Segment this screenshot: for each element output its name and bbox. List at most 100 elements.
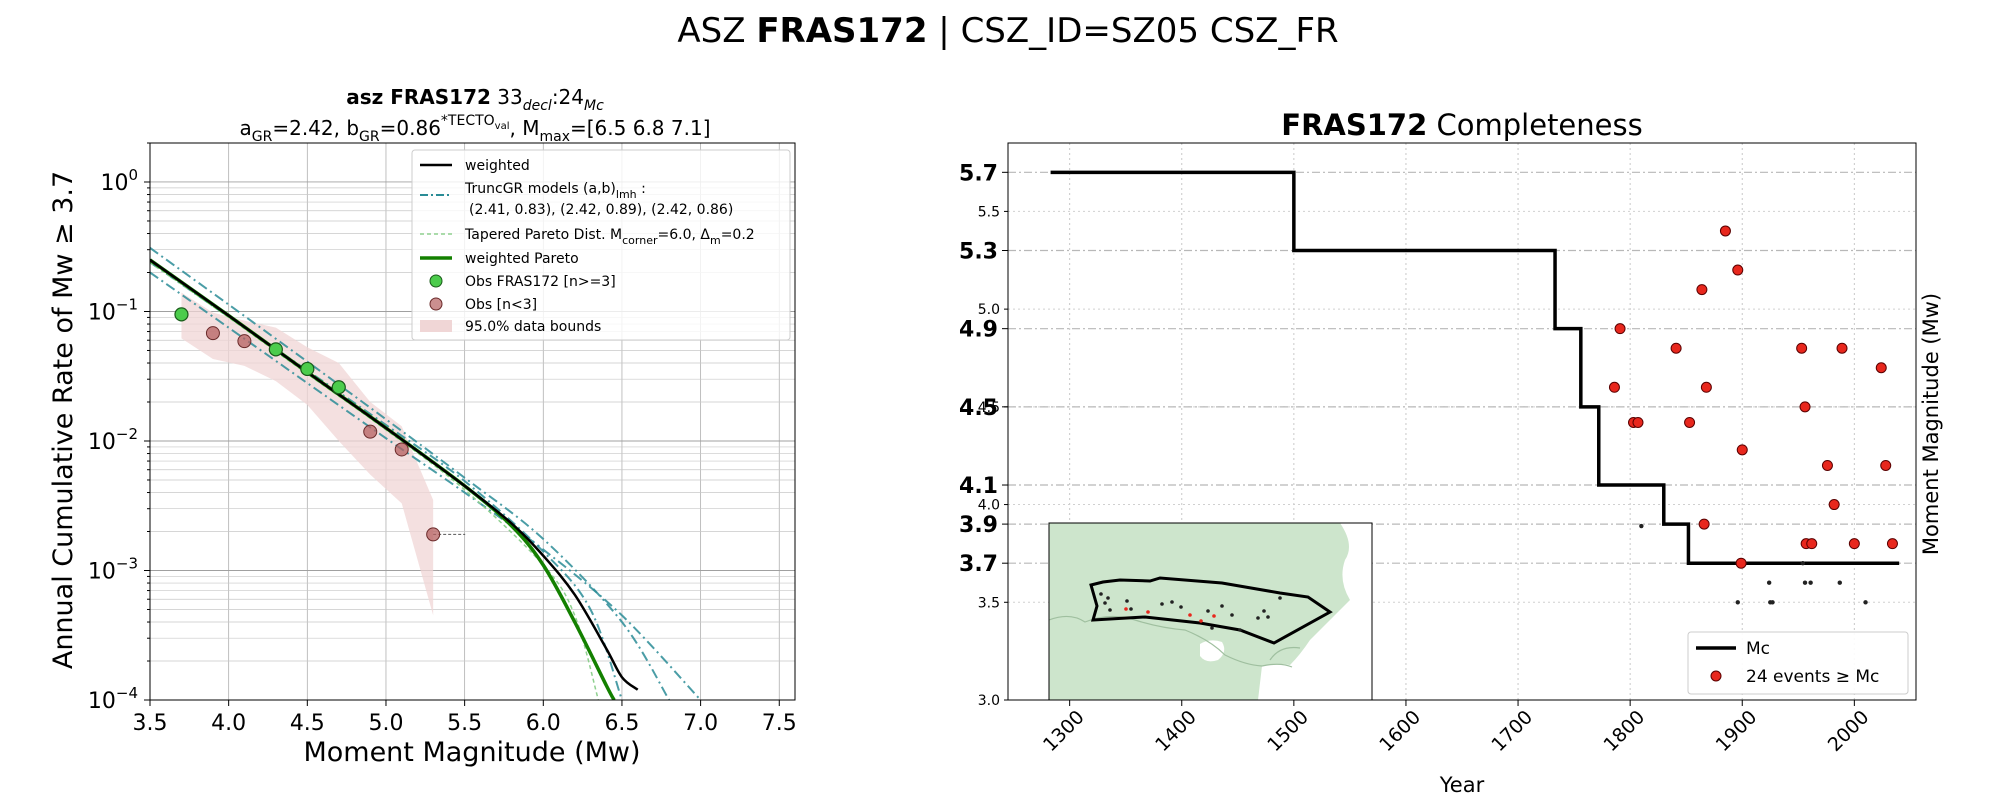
right-panel: FRAS172 Completeness 1300 1400 1500 1600 170… [959,108,1943,797]
left-x-axis-label: Moment Magnitude (Mw) [303,737,640,768]
event-below-mc [1808,580,1813,585]
left-title-line2: aGR=2.42, bGR=0.86*TECTOval, Mmax=[6.5 6… [240,113,711,145]
left-x-tick-label: 4.5 [290,711,325,736]
map-epicenter-dot [1188,613,1192,617]
map-epicenter-dot [1199,619,1203,623]
right-y-tick-label-major: 4.5 [959,396,998,421]
curve-truncgr-high [150,271,702,700]
source-zone-outline [1089,576,1333,645]
right-x-tick-label: 1700 [1487,706,1537,756]
left-x-tick-label: 4.0 [211,711,246,736]
legend-obs-low-swatch [429,297,443,311]
right-plot-frame [1007,142,1917,701]
left-y-tick-label: 100 [100,166,138,196]
legend-events-label: 24 events ≥ Mc [1746,667,1879,687]
event-above-mc [1732,264,1744,276]
right-x-tick-label: 1900 [1712,706,1762,756]
map-sea [1258,523,1372,700]
map-epicenter-dot [1206,609,1210,613]
map-epicenter-dot [1125,599,1129,603]
left-ticks: 3.5 4.0 4.5 5.0 5.5 6.0 6.5 7.0 7.5 100 10−1 10−2 10… [88,142,797,736]
left-x-tick-label: 6.0 [526,711,561,736]
map-epicenter-dot [1170,600,1174,604]
legend-weighted-pareto-label: weighted Pareto [465,251,579,267]
map-epicenter-dot [1103,601,1107,605]
event-below-mc [1770,600,1775,605]
right-y-axis-label: Moment Magnitude (Mw) [1919,293,1943,555]
right-y-tick-label-minor: 3.0 [978,693,1000,709]
obs-main-point [300,361,315,377]
legend-weighted-label: weighted [465,158,530,174]
right-x-tick-label: 1600 [1375,706,1425,756]
left-x-tick-label: 3.5 [133,711,168,736]
event-above-mc [1614,323,1626,335]
map-epicenter-dot [1129,607,1133,611]
right-y-tick-label-minor: 5.0 [978,302,1000,318]
legend-mc-label: Mc [1746,639,1770,659]
left-y-tick-label: 10−4 [88,684,138,714]
event-below-mc [1735,600,1740,605]
event-above-mc [1670,342,1682,354]
left-x-tick-label: 7.0 [683,711,718,736]
right-y-tick-label-major: 5.3 [959,239,998,264]
event-above-mc [1698,518,1710,530]
obs-main-point [268,342,283,357]
event-above-mc [1735,557,1747,569]
right-legend: Mc 24 events ≥ Mc [1687,631,1909,695]
right-title: FRAS172 Completeness [1281,108,1642,142]
legend-bounds-label: 95.0% data bounds [465,319,601,335]
left-points [174,307,466,542]
figure-title-id: FRAS172 [756,11,927,51]
left-x-tick-label: 7.5 [762,711,797,736]
obs-low-point [426,527,441,542]
left-curves [150,247,702,700]
right-y-tick-label-minor: 4.0 [978,498,1000,514]
obs-main-point [174,307,189,322]
map-epicenter-dot [1278,596,1282,600]
legend-bounds-swatch [420,320,452,332]
event-above-mc [1886,538,1898,550]
right-legend-box [1687,631,1909,695]
event-above-mc [1736,444,1748,456]
right-y-tick-label-minor: 3.5 [978,595,1000,611]
map-island [1200,640,1225,662]
event-above-mc [1828,499,1840,511]
event-below-mc [1766,580,1772,585]
map-epicenter-dot [1124,607,1128,611]
bounds-area [181,292,434,616]
obs-low-point [237,334,252,349]
event-above-mc [1796,342,1808,354]
inset-map [1048,522,1373,701]
map-epicenter-dot [1160,602,1164,606]
map-epicenter-dot [1210,626,1214,630]
event-above-mc [1836,342,1848,354]
event-above-mc [1608,381,1620,393]
event-below-mc [1863,600,1868,605]
event-above-mc [1806,538,1818,550]
map-epicenter-dot [1266,615,1270,619]
event-above-mc [1632,416,1644,428]
obs-low-point [363,424,378,439]
event-above-mc [1799,401,1811,413]
figure-title: ASZ FRAS172 | CSZ_ID=SZ05 CSZ_FR [677,11,1338,51]
left-y-tick-label: 10−1 [88,295,138,325]
left-legend-box [411,149,791,341]
event-below-mc [1800,560,1805,566]
event-above-mc [1700,381,1712,393]
legend-tapered-label: Tapered Pareto Dist. Mcorner=6.0, Δm=0.2 [464,227,755,247]
map-epicenter-dot [1146,610,1150,614]
right-x-tick-label: 1300 [1039,706,1089,756]
right-y-tick-label-major: 3.9 [959,513,998,538]
left-title-line1: asz FRAS172 33decl:24Mc [346,85,604,114]
map-epicenter-dot [1179,605,1183,609]
right-x-tick-label: 1500 [1263,706,1313,756]
event-above-mc [1848,538,1860,550]
figure-title-suffix: | CSZ_ID=SZ05 CSZ_FR [928,11,1339,51]
event-above-mc [1880,459,1892,471]
left-legend: weighted TruncGR models (a,b)lmh : (2.41… [411,149,791,341]
event-above-mc [1684,416,1696,428]
event-above-mc [1719,225,1731,237]
legend-obs-main-swatch [429,274,443,288]
figure-title-prefix: ASZ [677,11,756,51]
